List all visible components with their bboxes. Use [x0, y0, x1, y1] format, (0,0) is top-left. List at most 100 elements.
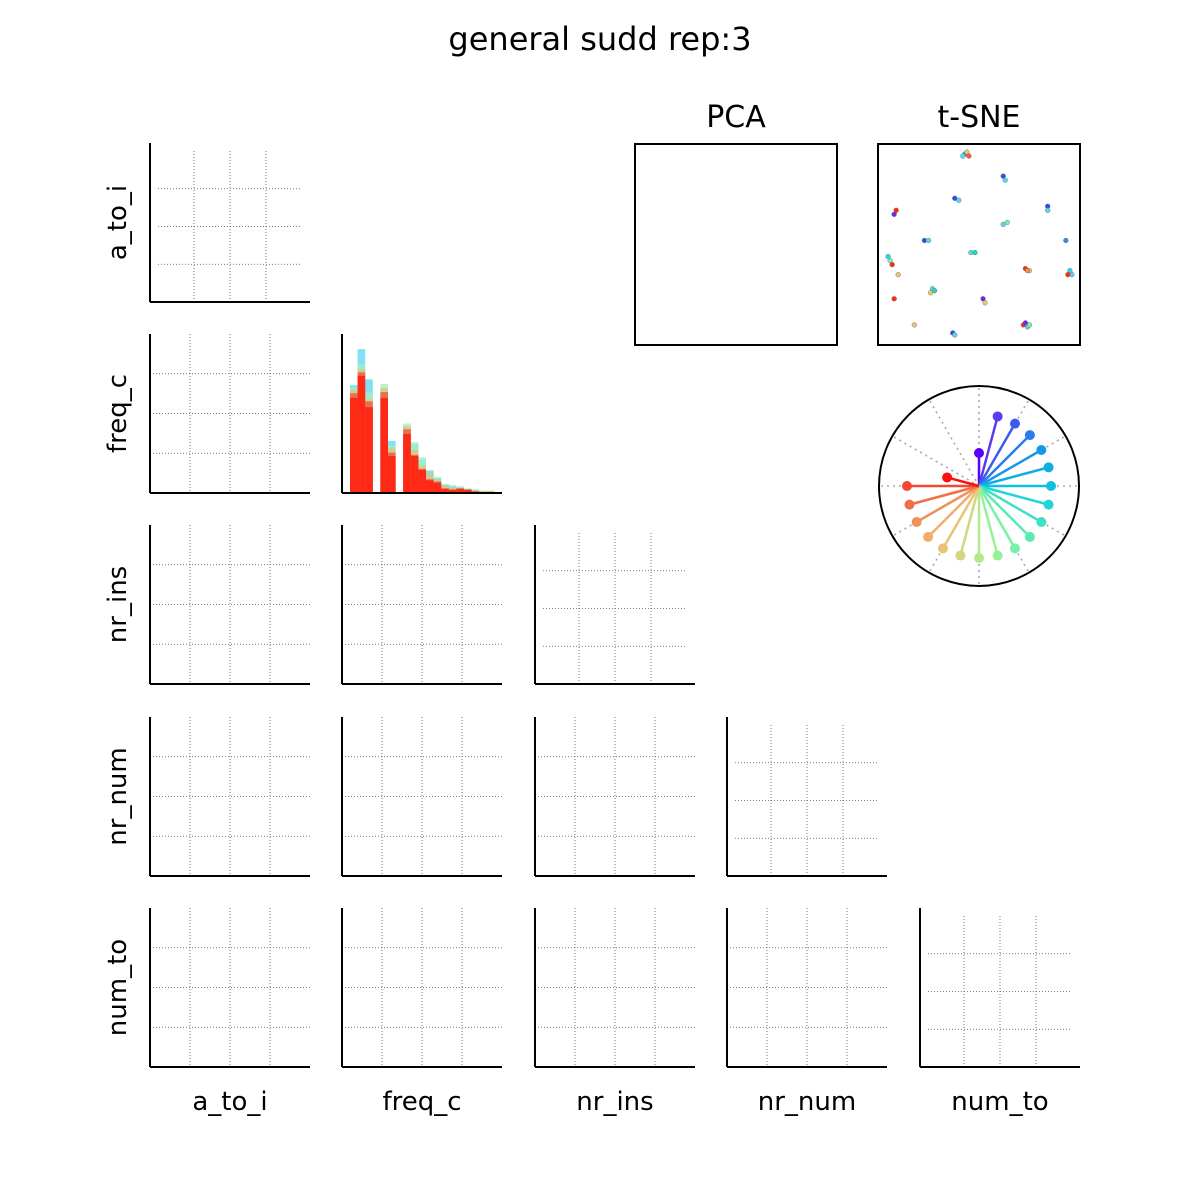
wheel-marker	[1043, 462, 1054, 473]
freq-c-histogram	[350, 349, 495, 492]
hist-bar	[471, 490, 480, 492]
wheel-marker	[1010, 418, 1020, 429]
col-label-a_to_i: a_to_i	[192, 1087, 267, 1117]
hist-bar	[418, 469, 426, 492]
panel-a_to_i-a_to_i	[149, 143, 310, 303]
col-label-nr_num: nr_num	[758, 1087, 856, 1117]
row-label-nr_ins: nr_ins	[103, 566, 133, 643]
tsne-point	[972, 249, 978, 256]
tsne-frame	[877, 143, 1081, 346]
pca-panel: PCA	[634, 100, 838, 346]
tsne-point	[889, 262, 895, 268]
wheel-marker	[1046, 481, 1056, 491]
wheel-marker	[1010, 543, 1020, 554]
wheel-marker	[992, 411, 1003, 422]
wheel-spoke	[916, 484, 980, 524]
wheel-spoke	[959, 485, 981, 556]
hist-bar	[448, 489, 457, 492]
tsne-point	[891, 211, 897, 217]
wheel-spoke	[978, 448, 1042, 488]
wheel-marker	[1043, 499, 1054, 510]
hist-bar	[471, 489, 480, 492]
row-label-freq_c: freq_c	[103, 374, 133, 453]
tsne-point	[1045, 207, 1051, 213]
panel-freq_c-a_to_i	[149, 334, 310, 494]
tsne-point	[982, 300, 988, 306]
wheel-spoke	[977, 416, 999, 487]
panel-nr_num-nr_num	[726, 717, 887, 877]
wheel-spoke	[941, 485, 981, 549]
hist-bar	[365, 407, 373, 492]
wheel-spoke	[977, 485, 999, 556]
hist-bar	[456, 488, 464, 492]
wheel-spoke	[978, 484, 1042, 524]
tsne-point	[1004, 219, 1010, 225]
wheel-marker	[1036, 517, 1047, 527]
hist-bar	[464, 489, 472, 492]
hist-bar	[350, 397, 358, 492]
wheel-marker	[1036, 445, 1047, 455]
panel-nr_ins-freq_c	[341, 525, 502, 685]
tsne-point	[1024, 268, 1031, 274]
hist-bar	[380, 397, 388, 492]
color-wheel-legend	[878, 385, 1080, 587]
tsne-point	[911, 322, 917, 328]
tsne-point	[966, 153, 972, 159]
hist-bar	[433, 482, 442, 492]
row-label-num_to: num_to	[103, 939, 133, 1036]
pca-frame	[634, 143, 838, 346]
wheel-spoke	[978, 484, 1049, 506]
wheel-marker	[911, 517, 922, 527]
tsne-point	[1026, 322, 1033, 328]
wheel-marker	[992, 550, 1003, 561]
tsne-panel: t-SNE	[877, 100, 1081, 346]
hist-bar	[479, 490, 487, 492]
wheel-marker	[942, 472, 953, 483]
wheel-border	[878, 385, 1080, 587]
row-label-a_to_i: a_to_i	[103, 185, 133, 260]
panel-num_to-num_to	[919, 908, 1080, 1068]
wheel-marker	[904, 499, 915, 510]
col-label-num_to: num_to	[951, 1087, 1048, 1117]
wheel-spoke	[977, 485, 1017, 549]
wheel-marker	[974, 553, 984, 563]
panel-nr_ins-a_to_i	[149, 525, 310, 685]
row-label-nr_num: nr_num	[103, 747, 133, 845]
wheel-spoke	[978, 434, 1031, 487]
wheel-gridline	[891, 435, 980, 487]
panel-freq_c-freq_c	[341, 334, 502, 494]
wheel-marker	[1024, 531, 1035, 542]
figure-title: general sudd rep:3	[448, 20, 751, 58]
col-label-nr_ins: nr_ins	[576, 1087, 653, 1117]
wheel-spoke	[978, 485, 1031, 538]
tsne-point	[927, 290, 934, 296]
wheel-marker	[955, 550, 966, 561]
tsne-point	[925, 237, 932, 244]
tsne-point	[952, 332, 958, 338]
hist-bar	[403, 433, 411, 492]
wheel-marker	[974, 448, 984, 458]
panel-num_to-a_to_i	[149, 908, 310, 1068]
panel-num_to-freq_c	[341, 908, 502, 1068]
tsne-point	[895, 272, 901, 278]
wheel-spoke	[977, 423, 1017, 487]
wheel-spoke	[927, 485, 980, 538]
wheel-marker	[1024, 430, 1035, 441]
tsne-point	[1002, 177, 1008, 183]
hist-bar	[486, 490, 495, 492]
panel-nr_num-nr_ins	[534, 717, 695, 877]
wheel-gridline	[928, 398, 980, 487]
tsne-point	[956, 197, 962, 203]
tsne-point	[891, 296, 897, 302]
pca-title: PCA	[706, 100, 766, 135]
col-label-freq_c: freq_c	[382, 1087, 461, 1117]
panel-num_to-nr_ins	[534, 908, 695, 1068]
wheel-marker	[923, 531, 934, 542]
tsne-point	[1063, 237, 1069, 244]
hist-bar	[410, 455, 419, 492]
wheel-marker	[902, 481, 912, 491]
tsne-point	[1065, 272, 1071, 278]
panel-nr_ins-nr_ins	[534, 525, 695, 685]
